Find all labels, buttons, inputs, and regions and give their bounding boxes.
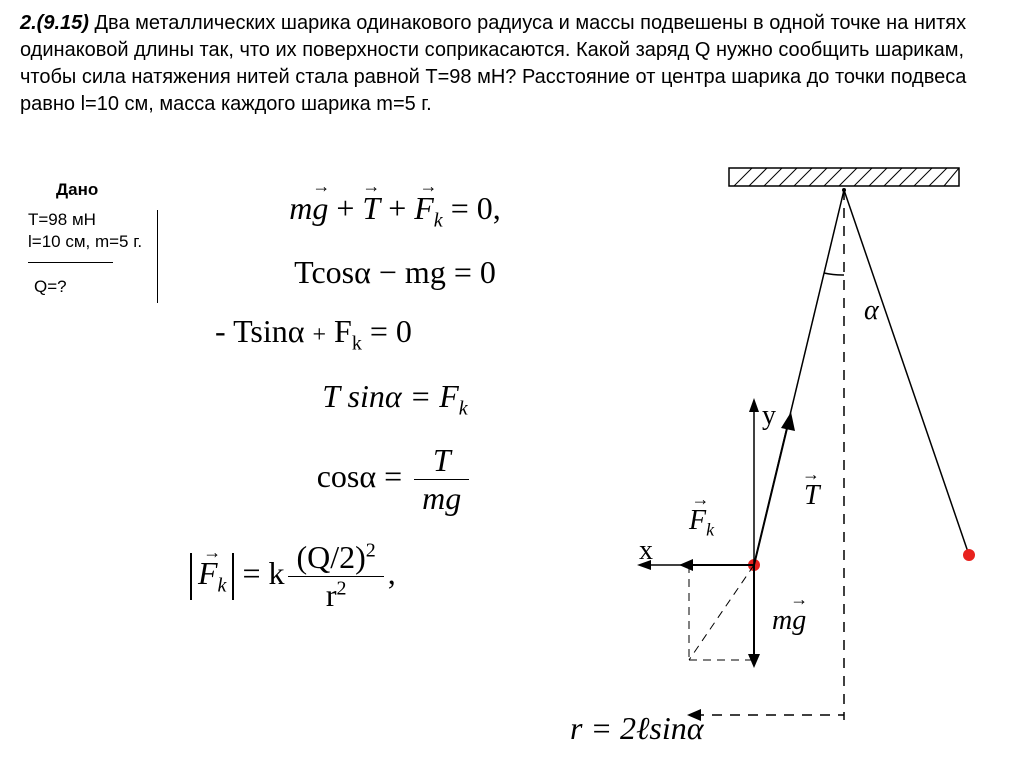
eq-den: r2 xyxy=(288,576,383,614)
mg-label: mg xyxy=(772,605,806,637)
eq-part: F xyxy=(439,378,459,414)
eq-coulomb: Fk = k(Q/2)2r2, xyxy=(170,539,620,614)
problem-text: Два металлических шарика одинакового рад… xyxy=(20,12,966,115)
eq-part: k xyxy=(459,397,468,419)
equations-area: mg + T + Fk = 0, Tcosα − mg = 0 - Tsinα … xyxy=(170,180,620,636)
eq-ycomp: Tcosα − mg = 0 xyxy=(170,254,620,291)
given-block: Дано T=98 мН l=10 см, m=5 г. Q=? xyxy=(28,180,158,303)
eq-part: 2 xyxy=(366,540,376,562)
label-part: k xyxy=(706,520,714,540)
alpha-label: α xyxy=(864,295,879,327)
eq-part: Tcosα − mg = 0 xyxy=(294,254,496,290)
eq-part: = 0 xyxy=(362,313,412,349)
diagram: α y x Fk T mg xyxy=(609,160,1009,750)
Fk-arrow xyxy=(679,559,693,571)
problem-number: 2.(9.15) xyxy=(20,12,89,34)
label-part: g xyxy=(792,605,806,637)
eq-part: 2 xyxy=(336,578,346,600)
diagram-svg xyxy=(609,160,1009,750)
eq-part: k xyxy=(434,209,443,231)
given-line: T=98 мН xyxy=(28,210,149,230)
eq-part: - Tsinα xyxy=(215,313,313,349)
given-find: Q=? xyxy=(34,277,149,297)
fk-label: Fk xyxy=(689,505,714,541)
mg-arrow xyxy=(748,654,760,668)
given-inner: T=98 мН l=10 см, m=5 г. Q=? xyxy=(28,210,158,303)
eq-part: (Q/2) xyxy=(296,539,365,575)
label-part: T xyxy=(804,480,820,512)
T-vector xyxy=(754,420,789,565)
right-ball xyxy=(963,549,975,561)
eq-part: F xyxy=(198,555,218,591)
eq-vector-sum: mg + T + Fk = 0, xyxy=(170,190,620,232)
eq-part: + xyxy=(328,190,362,226)
bottom-arrow-l xyxy=(687,709,701,721)
eq-part: = 0, xyxy=(443,190,501,226)
eq-part: k xyxy=(352,333,362,355)
eq-fraction: (Q/2)2r2 xyxy=(288,539,383,614)
problem-statement: 2.(9.15) Два металлических шарика одинак… xyxy=(0,0,1024,123)
proj-dashed-1 xyxy=(689,565,754,660)
angle-arc-top xyxy=(824,273,844,275)
eq-part: + xyxy=(380,190,414,226)
eq-num: (Q/2)2 xyxy=(288,539,383,576)
eq-tsina: T sinα = Fk xyxy=(170,378,620,420)
eq-cosa: cosα = Tmg xyxy=(170,442,620,517)
label-part: m xyxy=(772,605,792,636)
eq-part: T sinα = xyxy=(322,378,439,414)
eq-fraction: Tmg xyxy=(414,442,469,517)
eq-part: m xyxy=(289,190,312,226)
eq-part: = k xyxy=(234,555,284,591)
eq-part: + xyxy=(313,322,327,348)
eq-part: F xyxy=(326,313,352,349)
given-title: Дано xyxy=(56,180,98,200)
eq-num: T xyxy=(414,442,469,479)
eq-abs: Fk xyxy=(190,553,234,599)
y-arrow xyxy=(749,398,759,412)
eq-Fk-vec: Fk xyxy=(414,190,442,232)
ceiling-rect xyxy=(729,168,959,186)
eq-part: k xyxy=(218,575,227,597)
y-axis-label: y xyxy=(762,400,776,432)
label-part: F xyxy=(689,505,706,536)
given-divider xyxy=(28,262,113,263)
eq-part: r xyxy=(326,577,337,613)
right-thread xyxy=(844,190,969,555)
eq-Fk-vec: Fk xyxy=(198,557,226,595)
eq-part: cosα = xyxy=(317,458,410,494)
x-axis-label: x xyxy=(639,535,653,567)
eq-T-vec: T xyxy=(362,190,380,227)
given-line: l=10 см, m=5 г. xyxy=(28,232,149,252)
eq-den: mg xyxy=(414,479,469,517)
t-label: T xyxy=(804,480,820,512)
eq-part: , xyxy=(388,555,396,591)
eq-g-vec: g xyxy=(312,190,328,227)
eq-part: F xyxy=(414,190,434,226)
eq-xcomp: - Tsinα + Fk = 0 xyxy=(170,313,620,355)
T-arrow xyxy=(781,412,795,431)
